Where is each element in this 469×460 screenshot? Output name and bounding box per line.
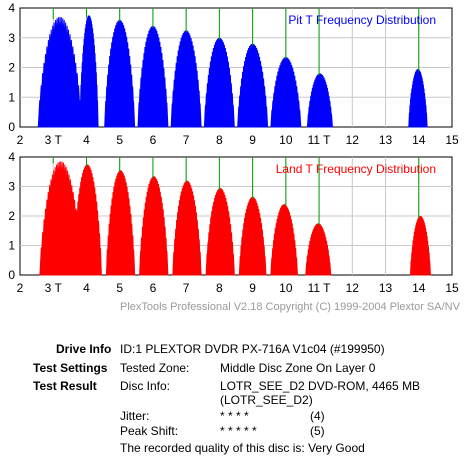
chart1-xtick-label: 9	[249, 133, 256, 147]
chart1-ytick-label: 1	[8, 90, 15, 104]
chart2-peak-10t	[270, 204, 299, 276]
chart1-peak-6t	[137, 25, 169, 128]
tested-zone-label: Tested Zone:	[120, 361, 190, 375]
chart2-title: Land T Frequency Distribution	[276, 162, 436, 176]
chart1-xtick-label: 3 T	[45, 133, 63, 147]
chart2-ytick-label: 1	[8, 239, 15, 253]
chart2-peak-7t	[172, 180, 202, 276]
chart2-xtick-label: 10	[279, 281, 293, 295]
tested-zone-value: Middle Disc Zone On Layer 0	[220, 361, 376, 375]
chart2-xtick-label: 6	[150, 281, 157, 295]
jitter-score: (4)	[310, 409, 325, 423]
chart2-ytick-label: 0	[8, 268, 15, 282]
chart1-peak-14t	[408, 68, 428, 128]
chart2-xtick-label: 4	[83, 281, 90, 295]
test-settings-label: Test Settings	[33, 361, 108, 375]
chart1-xtick-label: 8	[216, 133, 223, 147]
chart1-xtick-label: 5	[116, 133, 123, 147]
chart2-xtick-label: 12	[346, 281, 360, 295]
drive-info-value: ID:1 PLEXTOR DVDR PX-716A V1c04 (#199950…	[120, 342, 385, 356]
disc-info-label: Disc Info:	[120, 379, 171, 393]
disc-info-line2: (LOTR_SEE_D2)	[220, 393, 313, 407]
chart2-peak-11t	[305, 223, 332, 276]
chart1-xtick-label: 13	[379, 133, 393, 147]
chart1-xtick-label: 6	[150, 133, 157, 147]
peak-shift-label: Peak Shift:	[120, 424, 179, 438]
chart1-ytick-label: 0	[8, 120, 15, 134]
chart2-ytick-label: 4	[8, 150, 15, 164]
peak-shift-score: (5)	[310, 424, 325, 438]
chart2-xtick-label: 3 T	[45, 281, 63, 295]
copyright-text: PlexTools Professional V2.18 Copyright (…	[120, 301, 460, 313]
chart2-xtick-label: 5	[116, 281, 123, 295]
chart2-peak-4t	[72, 164, 102, 276]
chart2-xtick-label: 2	[17, 281, 24, 295]
jitter-stars: * * * *	[220, 409, 249, 423]
chart1-ytick-label: 4	[8, 1, 15, 15]
chart2-peak-14t	[409, 215, 431, 276]
chart1-xtick-label: 14	[412, 133, 426, 147]
chart1-ytick-label: 2	[8, 61, 15, 75]
quality-verdict: The recorded quality of this disc is: Ve…	[120, 441, 365, 455]
chart1-peak-5t	[104, 19, 136, 128]
chart1-peak-8t	[203, 37, 235, 128]
test-result-label: Test Result	[33, 379, 97, 393]
chart1-title: Pit T Frequency Distribution	[288, 13, 436, 27]
chart2-peak-9t	[238, 196, 267, 276]
chart1-xtick-label: 12	[346, 133, 360, 147]
chart1-ytick-label: 3	[8, 31, 15, 45]
chart2-peak-3t	[39, 161, 83, 276]
chart2-peak-8t	[205, 187, 235, 276]
chart2-peak-6t	[139, 176, 169, 276]
chart1-xtick-label: 7	[183, 133, 190, 147]
chart1-xtick-label: 15	[445, 133, 459, 147]
chart1-peak-11t	[306, 73, 333, 128]
chart2-xtick-label: 11 T	[308, 281, 332, 295]
chart2-xtick-label: 14	[412, 281, 426, 295]
chart1-peak-10t	[270, 57, 302, 128]
disc-info-line1: LOTR_SEE_D2 DVD-ROM, 4465 MB	[220, 379, 421, 393]
jitter-label: Jitter:	[120, 409, 150, 423]
chart1-xtick-label: 11 T	[308, 133, 332, 147]
chart1-peak-3t	[37, 16, 83, 128]
chart2-xtick-label: 13	[379, 281, 393, 295]
peak-shift-stars: * * * * *	[220, 424, 257, 438]
chart1-peak-9t	[237, 43, 269, 128]
chart2-xtick-label: 9	[249, 281, 256, 295]
chart2-xtick-label: 7	[183, 281, 190, 295]
chart1-peak-7t	[170, 30, 202, 128]
chart1-xtick-label: 2	[17, 133, 24, 147]
drive-info-label: Drive Info	[56, 342, 112, 356]
chart2-xtick-label: 15	[445, 281, 459, 295]
chart1-xtick-label: 10	[279, 133, 293, 147]
chart2-xtick-label: 8	[216, 281, 223, 295]
chart2-ytick-label: 2	[8, 209, 15, 223]
chart2-ytick-label: 3	[8, 180, 15, 194]
chart2-peak-5t	[105, 170, 136, 276]
chart1-xtick-label: 4	[83, 133, 90, 147]
chart1-peak-4t	[79, 15, 99, 128]
